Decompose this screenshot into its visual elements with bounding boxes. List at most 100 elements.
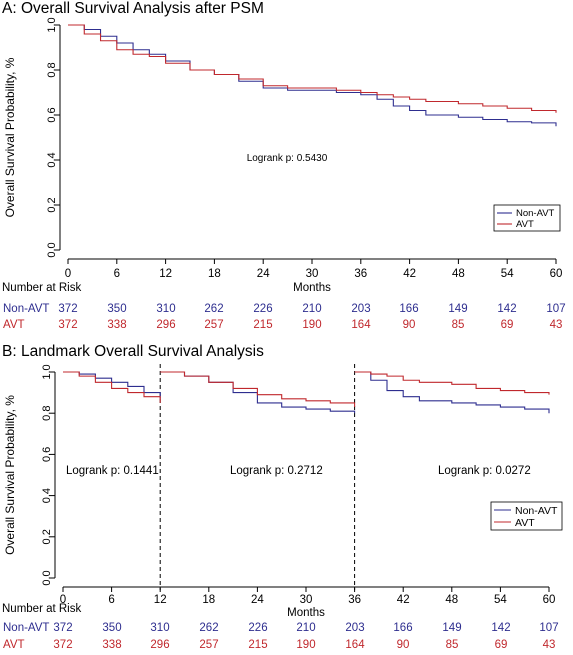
risk-value: 190 xyxy=(296,639,316,651)
panel-a-y-tick-label: 0.6 xyxy=(46,107,58,122)
panel-a-x-tick-label: 36 xyxy=(354,268,367,280)
panel-a-title: A: Overall Survival Analysis after PSM xyxy=(2,0,264,17)
risk-value: 372 xyxy=(53,639,73,651)
panel-b-risk-header: Number at Risk xyxy=(2,603,81,615)
risk-row-a-avt: AVT 372 338 296 257 215 190 164 90 85 69 43 xyxy=(0,319,573,335)
risk-value: 372 xyxy=(58,319,78,331)
risk-value: 338 xyxy=(107,319,127,331)
risk-value: 350 xyxy=(107,303,127,315)
risk-value: 43 xyxy=(542,639,556,651)
panel-a-risk-header: Number at Risk xyxy=(2,282,81,294)
risk-value: 262 xyxy=(204,303,224,315)
panel-b-x-tick-label: 24 xyxy=(251,594,264,606)
risk-row-label: Non-AVT xyxy=(3,622,50,634)
panel-b-logrank: Logrank p: 0.1441 xyxy=(66,465,159,477)
panel-a-x-tick-label: 0 xyxy=(65,268,71,280)
risk-value: 149 xyxy=(448,303,468,315)
panel-a-logrank: Logrank p: 0.5430 xyxy=(247,153,328,164)
risk-value: 257 xyxy=(204,319,224,331)
panel-b-logrank: Logrank p: 0.2712 xyxy=(230,465,323,477)
panel-a-y-tick-label: 0.4 xyxy=(46,152,58,167)
risk-value: 190 xyxy=(302,319,322,331)
risk-value: 257 xyxy=(199,639,219,651)
panel-a-legend-box xyxy=(493,204,561,232)
risk-value: 69 xyxy=(494,639,508,651)
panel-b-x-tick-label: 36 xyxy=(348,594,361,606)
panel-b-x-tick-label: 60 xyxy=(543,594,556,606)
risk-value: 164 xyxy=(351,319,371,331)
risk-value: 262 xyxy=(199,622,219,634)
panel-a-x-tick-label: 42 xyxy=(403,268,416,280)
risk-value: 310 xyxy=(150,622,170,634)
risk-value: 90 xyxy=(396,639,410,651)
risk-value: 296 xyxy=(156,319,176,331)
panel-a-y-tick-label: 0.8 xyxy=(46,62,58,77)
risk-value: 142 xyxy=(497,303,517,315)
panel-b-curve-0-avt xyxy=(63,371,161,403)
risk-value: 43 xyxy=(549,319,563,331)
panel-b-legend-label: AVT xyxy=(515,517,535,529)
risk-value: 203 xyxy=(345,622,365,634)
panel-b-y-tick-label: 0.4 xyxy=(41,488,53,503)
risk-row-label: Non-AVT xyxy=(3,303,50,315)
risk-value: 166 xyxy=(399,303,419,315)
panel-b-x-tick-label: 54 xyxy=(494,594,507,606)
panel-b-x-axis-label: Months xyxy=(287,607,325,619)
risk-row-b-non-avt: Non-AVT 372 350 310 262 226 210 203 166 149 142 107 xyxy=(0,622,573,638)
risk-value: 85 xyxy=(445,639,459,651)
risk-value: 69 xyxy=(500,319,514,331)
panel-a-x-tick-label: 48 xyxy=(452,268,465,280)
panel-a-x-tick-label: 12 xyxy=(159,268,172,280)
panel-a-curve-avt xyxy=(68,24,557,113)
panel-b-y-tick-label: 0.8 xyxy=(41,406,53,421)
risk-value: 338 xyxy=(102,639,122,651)
panel-b-x-tick-label: 12 xyxy=(154,594,167,606)
risk-value: 226 xyxy=(253,303,273,315)
risk-value: 310 xyxy=(156,303,176,315)
panel-b-x-tick-label: 6 xyxy=(108,594,114,606)
panel-b-x-tick-label: 30 xyxy=(300,594,313,606)
panel-b-logrank: Logrank p: 0.0272 xyxy=(438,465,531,477)
risk-value: 215 xyxy=(248,639,268,651)
panel-a-x-tick-label: 18 xyxy=(208,268,221,280)
risk-value: 164 xyxy=(345,639,365,651)
panel-b-title: B: Landmark Overall Survival Analysis xyxy=(2,343,264,360)
panel-b-y-axis-label: Overall Survival Probability, % xyxy=(3,395,17,555)
risk-value: 226 xyxy=(248,622,268,634)
panel-b-y-tick-label: 0.6 xyxy=(41,447,53,462)
panel-a-y-axis-label: Overall Survival Probability, % xyxy=(3,57,17,217)
panel-b-x-tick-label: 42 xyxy=(397,594,410,606)
panel-b-curve-2-avt xyxy=(354,371,550,395)
panel-b-curve-2-non-avt xyxy=(354,371,550,414)
risk-value: 372 xyxy=(58,303,78,315)
panel-a-x-tick-label: 24 xyxy=(257,268,270,280)
risk-value: 107 xyxy=(546,303,566,315)
risk-value: 149 xyxy=(442,622,462,634)
risk-row-label: AVT xyxy=(3,319,25,331)
risk-value: 350 xyxy=(102,622,122,634)
panel-b-x-tick-label: 48 xyxy=(445,594,458,606)
risk-value: 166 xyxy=(393,622,413,634)
panel-a-legend-label: AVT xyxy=(516,219,534,230)
panel-a-y-tick-label: 0.2 xyxy=(46,197,58,212)
panel-a-y-tick-label: 0.0 xyxy=(46,242,58,257)
panel-b-y-tick-label: 1.0 xyxy=(41,364,53,379)
panel-b-y-tick-label: 0.2 xyxy=(41,529,53,544)
risk-value: 210 xyxy=(302,303,322,315)
risk-value: 203 xyxy=(351,303,371,315)
panel-b-legend-label: Non-AVT xyxy=(515,505,558,517)
risk-row-label: AVT xyxy=(3,639,25,651)
risk-row-a-non-avt: Non-AVT 372 350 310 262 226 210 203 166 149 142 107 xyxy=(0,303,573,319)
panel-b-legend-box xyxy=(490,501,563,531)
risk-value: 85 xyxy=(451,319,465,331)
panel-a-x-axis-label: Months xyxy=(293,282,331,294)
panel-b-y-tick-label: 0.0 xyxy=(41,570,53,585)
risk-value: 107 xyxy=(539,622,559,634)
panel-a-x-tick-label: 30 xyxy=(306,268,319,280)
risk-value: 215 xyxy=(253,319,273,331)
risk-value: 372 xyxy=(53,622,73,634)
panel-b-curve-1-avt xyxy=(160,371,356,408)
panel-a-legend-label: Non-AVT xyxy=(516,208,555,219)
risk-value: 142 xyxy=(491,622,511,634)
